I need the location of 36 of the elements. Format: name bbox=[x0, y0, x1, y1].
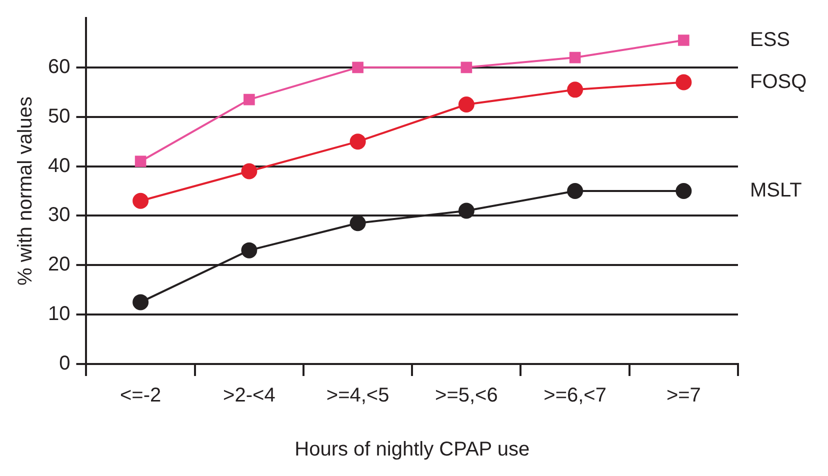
y-axis-title: % with normal values bbox=[14, 96, 37, 286]
point bbox=[569, 52, 581, 64]
point bbox=[458, 96, 474, 112]
y-tick-label: 20 bbox=[48, 254, 70, 276]
point bbox=[352, 62, 364, 74]
x-tick-label: <=-2 bbox=[120, 384, 162, 407]
y-tick-label: 30 bbox=[48, 204, 70, 226]
point bbox=[567, 183, 584, 199]
point bbox=[244, 94, 255, 106]
point bbox=[676, 183, 692, 199]
y-tick-label: 10 bbox=[48, 303, 70, 326]
x-tick-label: >=4,<5 bbox=[326, 384, 390, 407]
y-tick-label: 40 bbox=[48, 154, 70, 177]
x-axis-title: Hours of nightly CPAP use bbox=[294, 438, 530, 461]
x-tick-label: >2-<4 bbox=[223, 384, 276, 407]
point bbox=[132, 294, 149, 310]
y-tick-label: 60 bbox=[48, 56, 70, 78]
text: ESS bbox=[750, 28, 790, 51]
y-tick-label: 50 bbox=[48, 105, 70, 128]
point bbox=[241, 242, 258, 258]
point bbox=[241, 163, 258, 180]
point bbox=[458, 202, 474, 219]
point bbox=[676, 74, 692, 90]
x-tick-label: >=7 bbox=[666, 384, 701, 407]
text: FOSQ bbox=[750, 70, 807, 93]
point bbox=[678, 34, 690, 46]
point bbox=[350, 215, 366, 232]
point bbox=[350, 134, 366, 150]
point bbox=[567, 82, 584, 98]
y-tick-label: 0 bbox=[59, 352, 70, 375]
x-tick-label: >=5,<6 bbox=[435, 384, 498, 407]
text: MSLT bbox=[750, 180, 802, 202]
point bbox=[134, 156, 146, 167]
point bbox=[132, 192, 149, 209]
point bbox=[460, 62, 472, 74]
x-tick-label: >=6,<7 bbox=[544, 384, 606, 407]
